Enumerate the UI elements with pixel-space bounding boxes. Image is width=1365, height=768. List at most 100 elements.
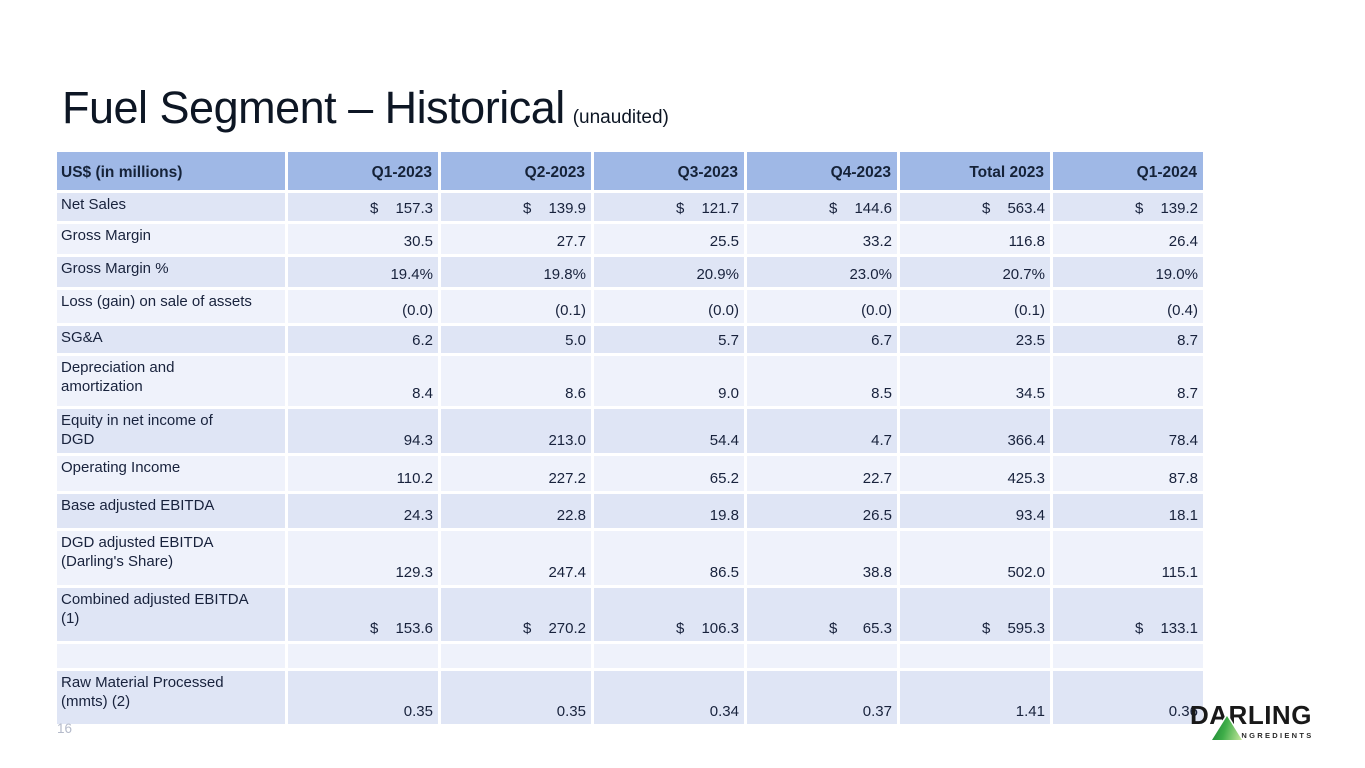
currency-symbol: $ [1135, 620, 1144, 637]
table-cell: 8.7 [1053, 356, 1203, 406]
table-cell: 19.8 [594, 494, 744, 528]
column-header: Total 2023 [900, 152, 1050, 190]
table-cell: 9.0 [594, 356, 744, 406]
table-cell: 8.5 [747, 356, 897, 406]
row-label: Loss (gain) on sale of assets [57, 290, 285, 323]
table-cell: (0.0) [747, 290, 897, 323]
table-cell: $270.2 [441, 588, 591, 641]
table-cell: 129.3 [288, 531, 438, 585]
table-cell: 1.41 [900, 671, 1050, 724]
table-cell: $563.4 [900, 193, 1050, 221]
table-cell [900, 644, 1050, 668]
table-cell: 20.9% [594, 257, 744, 287]
table-cell: 34.5 [900, 356, 1050, 406]
table-cell: 26.4 [1053, 224, 1203, 254]
currency-symbol: $ [829, 620, 838, 637]
row-label [57, 644, 285, 668]
table-cell: (0.1) [441, 290, 591, 323]
table-cell: 19.0% [1053, 257, 1203, 287]
row-label: Combined adjusted EBITDA (1) [57, 588, 285, 641]
table-cell: 87.8 [1053, 456, 1203, 491]
table-cell: 20.7% [900, 257, 1050, 287]
table-row: DGD adjusted EBITDA (Darling's Share) 129… [57, 531, 1203, 585]
table-cell: $139.9 [441, 193, 591, 221]
table-cell: $595.3 [900, 588, 1050, 641]
row-label: Net Sales [57, 193, 285, 221]
table-cell: 0.35 [288, 671, 438, 724]
table-row: Loss (gain) on sale of assets (0.0) (0.1)(… [57, 290, 1203, 323]
table-cell: 116.8 [900, 224, 1050, 254]
darling-logo: DARLING INGREDIENTS [1190, 702, 1320, 752]
table-cell: (0.0) [594, 290, 744, 323]
row-label: DGD adjusted EBITDA (Darling's Share) [57, 531, 285, 585]
cell-value: 157.3 [395, 200, 433, 217]
table-cell: 22.8 [441, 494, 591, 528]
table-cell [747, 644, 897, 668]
cell-value: 595.3 [1007, 620, 1045, 637]
cell-value: 270.2 [548, 620, 586, 637]
page-number: 16 [57, 721, 73, 736]
table-cell: 78.4 [1053, 409, 1203, 453]
table-row: Equity in net income of DGD 94.3 213.0 54.4… [57, 409, 1203, 453]
table-body: Net Sales $157.3 $139.9 $121.7 $144.6 $563.4 $… [57, 193, 1203, 724]
cell-value: 563.4 [1007, 200, 1045, 217]
table-cell [1053, 644, 1203, 668]
currency-symbol: $ [370, 200, 379, 217]
row-label: Raw Material Processed (mmts) (2) [57, 671, 285, 724]
table-cell: 0.37 [747, 671, 897, 724]
table-cell: 24.3 [288, 494, 438, 528]
table-cell: 4.7 [747, 409, 897, 453]
cell-value: 133.1 [1160, 620, 1198, 637]
title-suffix: (unaudited) [572, 107, 669, 128]
table-cell: 502.0 [900, 531, 1050, 585]
table-cell: 247.4 [441, 531, 591, 585]
table-cell: 54.4 [594, 409, 744, 453]
row-label: Gross Margin % [57, 257, 285, 287]
currency-symbol: $ [1135, 200, 1144, 217]
column-header: Q2-2023 [441, 152, 591, 190]
table-cell: 213.0 [441, 409, 591, 453]
logo-wordmark: DARLING [1190, 700, 1312, 730]
table-row: Raw Material Processed (mmts) (2) 0.35 0.3… [57, 671, 1203, 724]
table-row: Combined adjusted EBITDA (1) $153.6 $270.2… [57, 588, 1203, 641]
table-cell: 30.5 [288, 224, 438, 254]
table-cell: $106.3 [594, 588, 744, 641]
table-row: Base adjusted EBITDA 24.3 22.8 19.8 26.5 93.4… [57, 494, 1203, 528]
table-cell: 0.36 [1053, 671, 1203, 724]
cell-value: 65.3 [862, 620, 892, 637]
table-cell: 8.7 [1053, 326, 1203, 353]
page-title: Fuel Segment – Historical (unaudited) [62, 82, 669, 134]
table-cell: $133.1 [1053, 588, 1203, 641]
column-header: Q1-2024 [1053, 152, 1203, 190]
table-cell: 23.5 [900, 326, 1050, 353]
table-cell: 115.1 [1053, 531, 1203, 585]
cell-value: 139.2 [1160, 200, 1198, 217]
column-header: Q4-2023 [747, 152, 897, 190]
table-row: Gross Margin % 19.4% 19.8% 20.9% 23.0% 20.7% 1… [57, 257, 1203, 287]
table-cell: 65.2 [594, 456, 744, 491]
table-cell: 425.3 [900, 456, 1050, 491]
column-header: Q3-2023 [594, 152, 744, 190]
table-cell: 94.3 [288, 409, 438, 453]
row-label: Depreciation and amortization [57, 356, 285, 406]
currency-symbol: $ [829, 200, 838, 217]
row-label: SG&A [57, 326, 285, 353]
table-row [57, 644, 1203, 668]
table-row: Gross Margin 30.5 27.7 25.5 33.2 116.8 26.4 [57, 224, 1203, 254]
table-cell [594, 644, 744, 668]
table-cell: 110.2 [288, 456, 438, 491]
table-cell: 22.7 [747, 456, 897, 491]
cell-value: 121.7 [701, 200, 739, 217]
table-cell: $139.2 [1053, 193, 1203, 221]
table-header-row: US$ (in millions) Q1-2023 Q2-2023 Q3-2023 Q4… [57, 152, 1203, 190]
table-cell: $121.7 [594, 193, 744, 221]
table-cell: 18.1 [1053, 494, 1203, 528]
table-cell: 0.35 [441, 671, 591, 724]
table-cell [441, 644, 591, 668]
title-text: Fuel Segment – Historical [62, 82, 565, 133]
table-cell: 5.7 [594, 326, 744, 353]
table-cell: $65.3 [747, 588, 897, 641]
currency-symbol: $ [676, 620, 685, 637]
table-cell: $157.3 [288, 193, 438, 221]
table-cell: $144.6 [747, 193, 897, 221]
